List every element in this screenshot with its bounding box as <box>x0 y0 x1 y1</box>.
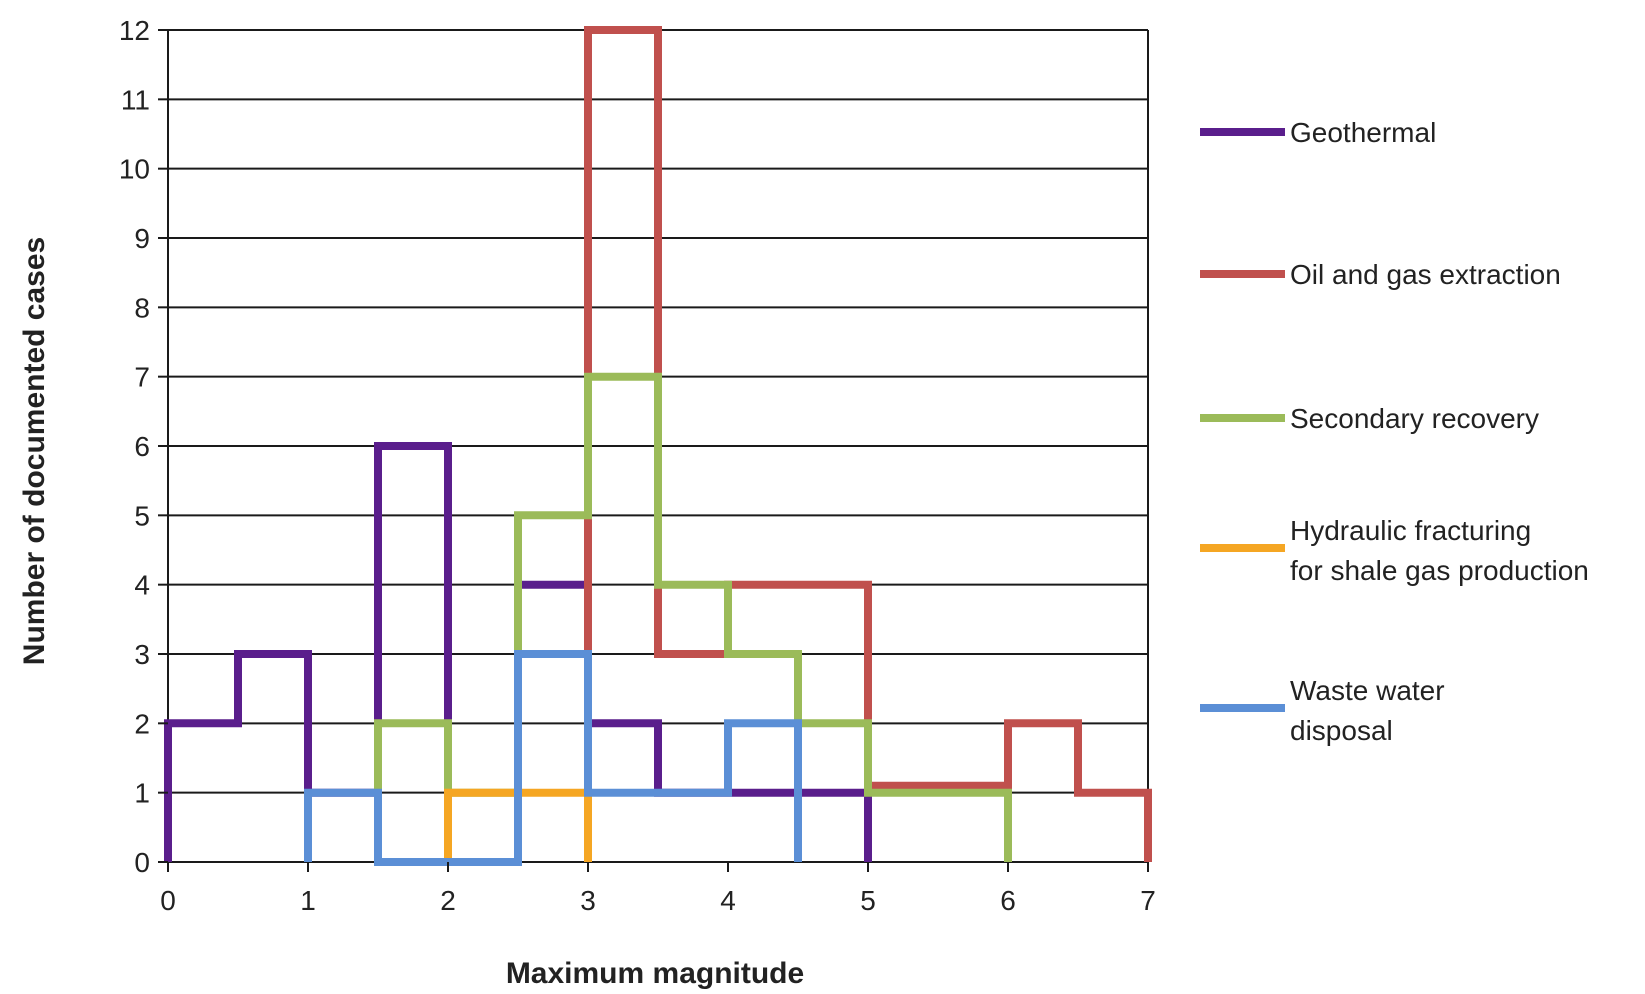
x-tick-label-5: 5 <box>860 885 876 916</box>
y-tick-label-2: 2 <box>134 708 150 739</box>
y-tick-label-0: 0 <box>134 847 150 878</box>
legend-label-1: Geothermal <box>1290 117 1436 148</box>
series-line-5 <box>304 650 802 866</box>
legend: Geothermal Oil and gas extraction Secondar… <box>1200 117 1589 746</box>
series-line-3 <box>374 372 1012 862</box>
x-tick-label-0: 0 <box>160 885 176 916</box>
legend-label-5-line-1: Waste water <box>1290 675 1445 706</box>
legend-label-2: Oil and gas extraction <box>1290 259 1561 290</box>
legend-label-4-line-1: Hydraulic fracturing <box>1290 515 1531 546</box>
y-tick-label-1: 1 <box>134 778 150 809</box>
y-tick-label-7: 7 <box>134 362 150 393</box>
y-tick-label-4: 4 <box>134 570 150 601</box>
legend-label-4: Hydraulic fracturing for shale gas produc… <box>1290 515 1589 586</box>
legend-label-5: Waste water disposal <box>1290 675 1445 746</box>
y-tick-label-10: 10 <box>119 154 150 185</box>
x-tick-label-7: 7 <box>1140 885 1156 916</box>
y-tick-label-11: 11 <box>121 84 150 115</box>
legend-label-4-line-2: for shale gas production <box>1290 555 1589 586</box>
y-tick-label-9: 9 <box>134 223 150 254</box>
y-tick-label-8: 8 <box>134 292 150 323</box>
series-lines <box>164 26 1152 866</box>
legend-label-5-line-2: disposal <box>1290 715 1393 746</box>
legend-label-2-line-1: Oil and gas extraction <box>1290 259 1561 290</box>
x-tick-label-3: 3 <box>580 885 596 916</box>
series-line-2 <box>584 26 1152 862</box>
y-axis-title: Number of documented cases <box>18 237 51 665</box>
y-tick-label-6: 6 <box>134 431 150 462</box>
x-tick-label-2: 2 <box>440 885 456 916</box>
x-tick-label-6: 6 <box>1000 885 1016 916</box>
x-axis-ticks: 0 1 2 3 4 5 6 7 <box>160 862 1156 916</box>
x-tick-label-1: 1 <box>300 885 316 916</box>
y-tick-label-5: 5 <box>134 500 150 531</box>
x-axis-title: Maximum magnitude <box>506 957 804 990</box>
legend-label-1-line-1: Geothermal <box>1290 117 1436 148</box>
x-tick-label-4: 4 <box>720 885 736 916</box>
y-tick-label-3: 3 <box>134 639 150 670</box>
legend-label-3: Secondary recovery <box>1290 403 1539 434</box>
y-tick-label-12: 12 <box>119 15 150 46</box>
legend-label-3-line-1: Secondary recovery <box>1290 403 1539 434</box>
